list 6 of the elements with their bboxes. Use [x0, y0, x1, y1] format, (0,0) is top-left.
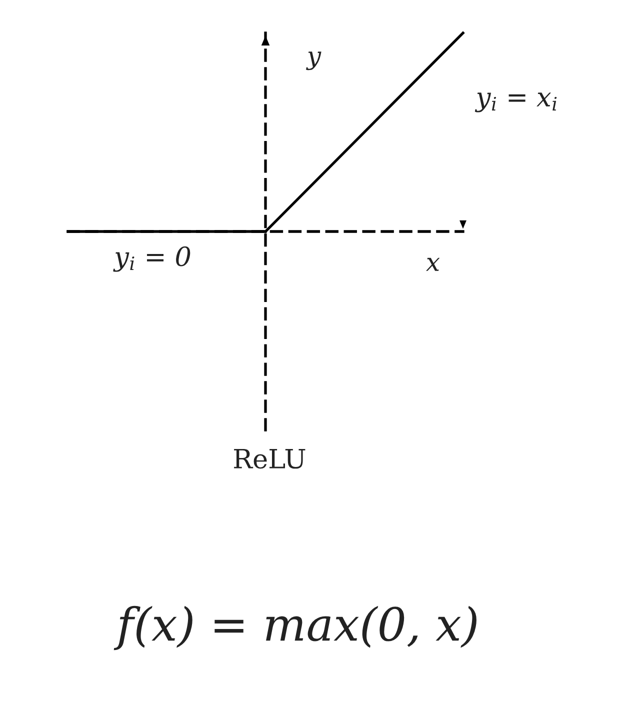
series-label: y$_{i}$ = 0 — [113, 246, 190, 272]
text: ReLU — [234, 449, 306, 469]
x-axis-title: x — [426, 258, 440, 271]
text: f(x) = max(0, x) — [114, 606, 476, 650]
y-axis-title: y — [306, 52, 322, 70]
series-label: y$_{i}$ = x$_{i}$ — [474, 92, 557, 112]
